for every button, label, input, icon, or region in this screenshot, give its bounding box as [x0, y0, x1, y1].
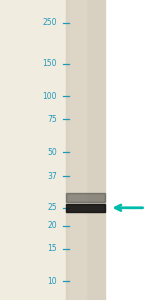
Bar: [83, 0, 87, 300]
Bar: [75, 0, 79, 300]
Bar: [66, 193, 105, 202]
Text: 25: 25: [47, 203, 57, 212]
Bar: [66, 0, 70, 300]
Text: 50: 50: [47, 148, 57, 157]
Bar: [69, 0, 73, 300]
Bar: [67, 0, 71, 300]
Bar: [78, 0, 82, 300]
Bar: [84, 0, 87, 300]
Text: 100: 100: [42, 92, 57, 101]
Bar: [66, 0, 105, 300]
Text: 150: 150: [42, 59, 57, 68]
Text: 250: 250: [42, 18, 57, 27]
Bar: [77, 0, 81, 300]
Bar: [85, 0, 88, 300]
Text: 20: 20: [47, 221, 57, 230]
Bar: [76, 0, 80, 300]
Bar: [105, 0, 150, 300]
Bar: [66, 204, 105, 212]
Bar: [71, 0, 75, 300]
Bar: [81, 0, 85, 300]
Bar: [82, 0, 86, 300]
Bar: [79, 0, 83, 300]
Text: 75: 75: [47, 115, 57, 124]
Bar: [68, 0, 72, 300]
Text: 10: 10: [47, 277, 57, 286]
Bar: [0, 0, 105, 300]
Text: 37: 37: [47, 172, 57, 181]
Text: 15: 15: [47, 244, 57, 253]
Bar: [80, 0, 84, 300]
Bar: [72, 0, 76, 300]
Bar: [70, 0, 74, 300]
Bar: [73, 0, 77, 300]
Bar: [74, 0, 78, 300]
